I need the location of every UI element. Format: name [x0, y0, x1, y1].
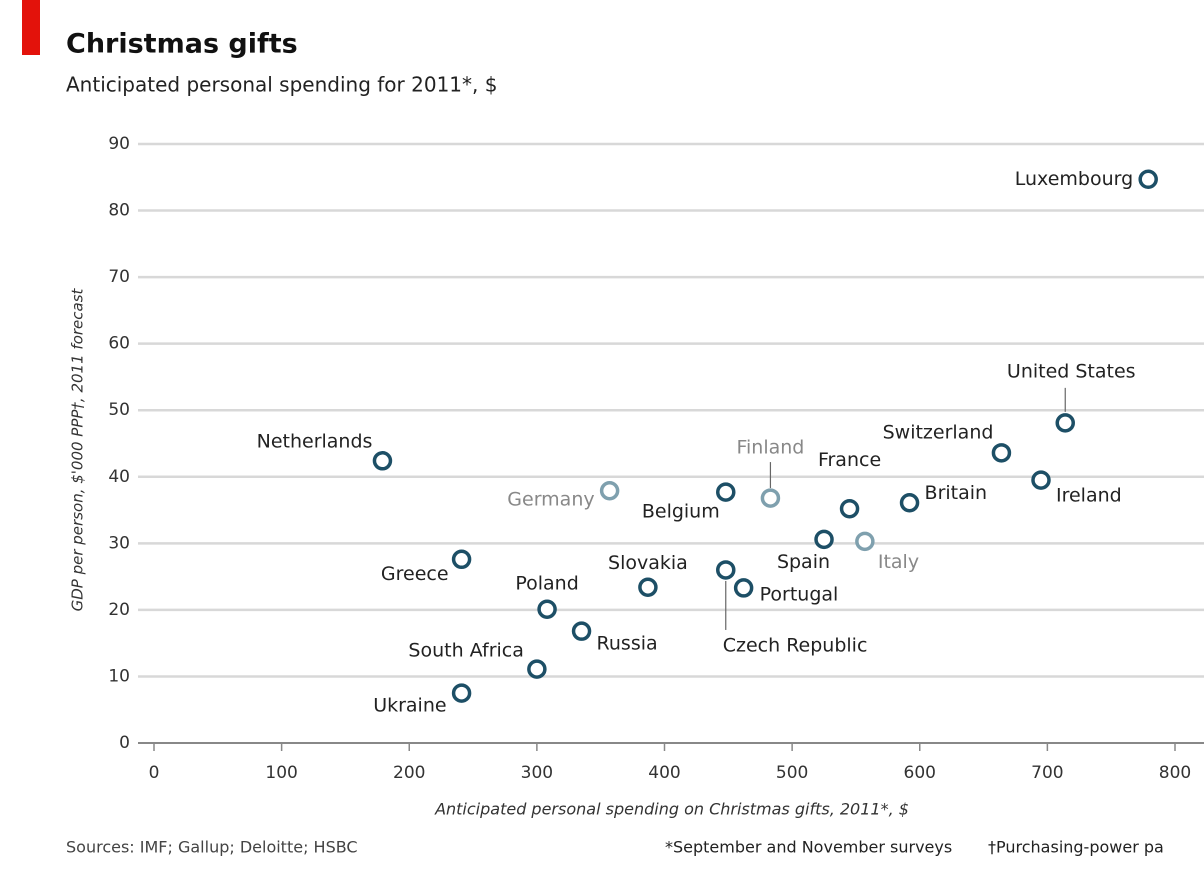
x-axis-label: Anticipated personal spending on Christm…: [434, 800, 909, 819]
point-label: United States: [1007, 360, 1136, 382]
point: [716, 560, 736, 580]
point-label: France: [818, 449, 881, 471]
point: [571, 621, 592, 641]
point: [1031, 470, 1051, 490]
point-label: Netherlands: [257, 430, 373, 452]
point: [855, 531, 875, 552]
x-tick-label: 700: [1031, 763, 1063, 783]
source: Sources: IMF; Gallup; Deloitte; HSBC: [66, 838, 358, 857]
point: [1138, 169, 1158, 190]
point: [1055, 413, 1075, 433]
chart-subtitle: Anticipated personal spending for 2011*,…: [66, 73, 497, 97]
x-tick-label: 800: [1159, 763, 1191, 783]
point-label: Spain: [777, 551, 830, 573]
y-tick-label: 70: [108, 267, 130, 287]
y-tick-label: 10: [108, 666, 130, 686]
point-label: Belgium: [642, 501, 720, 523]
point-label: Finland: [736, 437, 804, 459]
y-tick-label: 90: [108, 134, 130, 154]
point-label: Russia: [597, 633, 658, 655]
point-label: Britain: [925, 482, 988, 504]
point-label: South Africa: [408, 640, 523, 662]
point: [814, 529, 834, 550]
note: *September and November surveys: [665, 838, 952, 857]
y-tick-label: 20: [108, 600, 130, 620]
point: [716, 482, 736, 502]
point: [638, 577, 658, 598]
y-tick-label: 30: [108, 533, 130, 553]
x-tick-label: 200: [393, 763, 425, 783]
chart-title: Christmas gifts: [66, 29, 298, 60]
point-label: Germany: [507, 488, 594, 510]
point-label: Czech Republic: [723, 634, 868, 656]
x-tick-label: 0: [149, 763, 160, 783]
point: [760, 488, 781, 508]
point: [733, 578, 754, 598]
point: [451, 549, 472, 570]
point-label: Portugal: [760, 583, 839, 605]
point-label: Ireland: [1056, 485, 1122, 507]
point-label: Italy: [878, 551, 919, 573]
y-tick-label: 0: [119, 733, 130, 753]
x-tick-label: 300: [521, 763, 553, 783]
point-label: Luxembourg: [1015, 168, 1133, 190]
point-label: Greece: [381, 563, 449, 585]
point-label: Ukraine: [373, 695, 446, 717]
x-tick-label: 500: [776, 763, 808, 783]
y-tick-label: 80: [108, 201, 130, 221]
point: [451, 683, 472, 703]
point: [839, 498, 860, 519]
y-tick-label: 60: [108, 334, 130, 354]
y-tick-label: 50: [108, 400, 130, 420]
note: †Purchasing-power pa: [988, 838, 1164, 857]
point-label: Poland: [515, 573, 578, 595]
point-label: Switzerland: [883, 421, 994, 443]
y-tick-label: 40: [108, 467, 130, 487]
point: [599, 481, 620, 501]
brand-bar: [22, 0, 40, 55]
y-axis-label: GDP per person, $'000 PPP†, 2011 forecas…: [69, 287, 87, 611]
point: [372, 451, 393, 471]
point: [899, 492, 920, 513]
x-tick-label: 600: [904, 763, 936, 783]
x-tick-label: 400: [648, 763, 680, 783]
point: [537, 599, 557, 619]
point: [991, 443, 1012, 463]
point: [527, 659, 547, 679]
point-label: Slovakia: [608, 552, 688, 574]
x-tick-label: 100: [265, 763, 297, 783]
